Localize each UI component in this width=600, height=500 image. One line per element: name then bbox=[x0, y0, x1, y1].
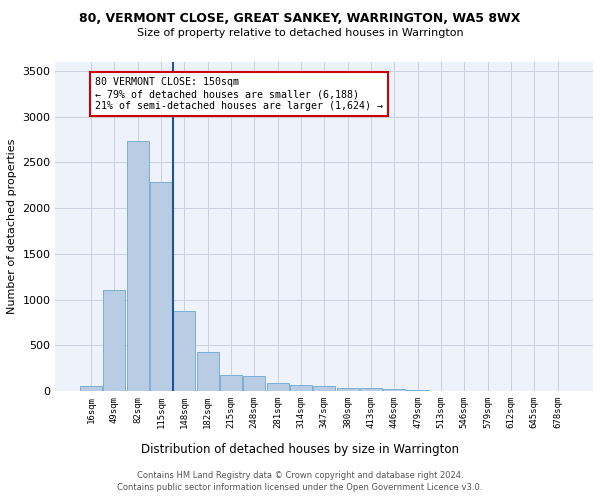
Bar bbox=[383, 388, 406, 391]
Bar bbox=[243, 376, 265, 391]
Bar bbox=[220, 375, 242, 391]
Text: 80, VERMONT CLOSE, GREAT SANKEY, WARRINGTON, WA5 8WX: 80, VERMONT CLOSE, GREAT SANKEY, WARRING… bbox=[79, 12, 521, 26]
Text: Distribution of detached houses by size in Warrington: Distribution of detached houses by size … bbox=[141, 442, 459, 456]
Text: Contains public sector information licensed under the Open Government Licence v3: Contains public sector information licen… bbox=[118, 484, 482, 492]
Bar bbox=[127, 142, 149, 391]
Bar bbox=[337, 388, 359, 391]
Bar bbox=[360, 388, 382, 391]
Text: Contains HM Land Registry data © Crown copyright and database right 2024.: Contains HM Land Registry data © Crown c… bbox=[137, 471, 463, 480]
Bar bbox=[266, 382, 289, 391]
Y-axis label: Number of detached properties: Number of detached properties bbox=[7, 139, 17, 314]
Bar bbox=[197, 352, 219, 391]
Bar bbox=[173, 312, 196, 391]
Bar bbox=[313, 386, 335, 391]
Bar bbox=[406, 390, 428, 391]
Bar bbox=[80, 386, 102, 391]
Bar bbox=[150, 182, 172, 391]
Bar bbox=[103, 290, 125, 391]
Bar bbox=[290, 386, 312, 391]
Text: 80 VERMONT CLOSE: 150sqm
← 79% of detached houses are smaller (6,188)
21% of sem: 80 VERMONT CLOSE: 150sqm ← 79% of detach… bbox=[95, 78, 383, 110]
Text: Size of property relative to detached houses in Warrington: Size of property relative to detached ho… bbox=[137, 28, 463, 38]
